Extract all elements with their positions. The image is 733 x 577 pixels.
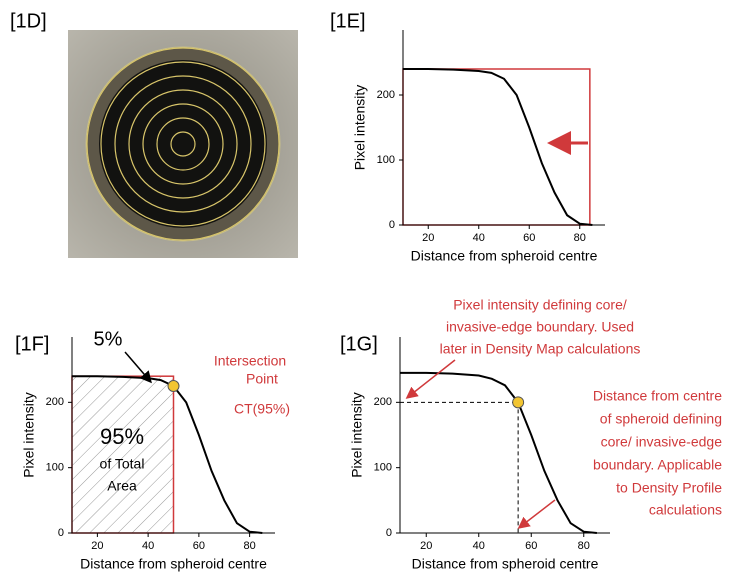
- y-tick-label: 100: [46, 462, 64, 474]
- panel-title: [1G]: [340, 333, 378, 355]
- curve: [403, 68, 593, 226]
- x-tick-label: 60: [523, 232, 535, 244]
- x-axis-label: Distance from spheroid centre: [411, 248, 598, 264]
- curve: [400, 371, 597, 534]
- x-axis-label: Distance from spheroid centre: [80, 556, 267, 572]
- hatched-area: [72, 376, 174, 533]
- annotation: Distance from centre: [593, 388, 722, 404]
- x-tick-label: 80: [578, 540, 590, 552]
- reference-box: [402, 68, 591, 226]
- annotation: CT(95%): [234, 401, 290, 417]
- y-tick-label: 200: [374, 396, 392, 408]
- panel-title: [1F]: [15, 333, 49, 355]
- spheroid-image: [68, 30, 298, 258]
- y-axis-label: Pixel intensity: [352, 85, 368, 171]
- x-tick-label: 80: [574, 232, 586, 244]
- arrow: [124, 351, 152, 384]
- x-tick-label: 40: [473, 540, 485, 552]
- x-axis-label: Distance from spheroid centre: [412, 556, 599, 572]
- arrow: [405, 359, 456, 399]
- annotation: boundary. Applicable: [593, 457, 722, 473]
- x-tick-label: 40: [473, 232, 485, 244]
- y-tick-label: 100: [374, 462, 392, 474]
- annotation: invasive-edge boundary. Used: [446, 319, 634, 335]
- annotation: 5%: [94, 328, 123, 350]
- x-tick-label: 20: [420, 540, 432, 552]
- panel-title: [1E]: [330, 10, 366, 32]
- panel-title: [1D]: [10, 10, 47, 32]
- intersection-point: [512, 396, 525, 409]
- annotation: Pixel intensity defining core/: [453, 297, 627, 313]
- y-tick-label: 0: [389, 219, 395, 231]
- x-tick-label: 80: [244, 540, 256, 552]
- x-tick-label: 60: [525, 540, 537, 552]
- y-tick-label: 0: [386, 527, 392, 539]
- annotation: 95%: [100, 424, 144, 449]
- x-tick-label: 20: [422, 232, 434, 244]
- annotation: Intersection: [214, 353, 286, 369]
- x-tick-label: 40: [142, 540, 154, 552]
- annotation: calculations: [649, 502, 722, 518]
- y-axis-label: Pixel intensity: [21, 392, 37, 478]
- annotation: Point: [246, 371, 278, 387]
- y-tick-label: 200: [46, 396, 64, 408]
- intersection-point: [167, 380, 180, 392]
- y-tick-label: 0: [58, 527, 64, 539]
- y-axis-label: Pixel intensity: [349, 392, 365, 478]
- annotation: core/ invasive-edge: [601, 434, 723, 450]
- annotation: Area: [107, 478, 137, 494]
- annotation: later in Density Map calculations: [440, 341, 641, 357]
- x-tick-label: 60: [193, 540, 205, 552]
- annotation: of spheroid defining: [600, 411, 722, 427]
- x-tick-label: 20: [91, 540, 103, 552]
- y-tick-label: 200: [377, 89, 395, 101]
- annotation: to Density Profile: [616, 480, 722, 496]
- y-tick-label: 100: [377, 154, 395, 166]
- annotation: of Total: [100, 456, 145, 472]
- curve: [72, 375, 263, 534]
- arrow: [517, 499, 556, 529]
